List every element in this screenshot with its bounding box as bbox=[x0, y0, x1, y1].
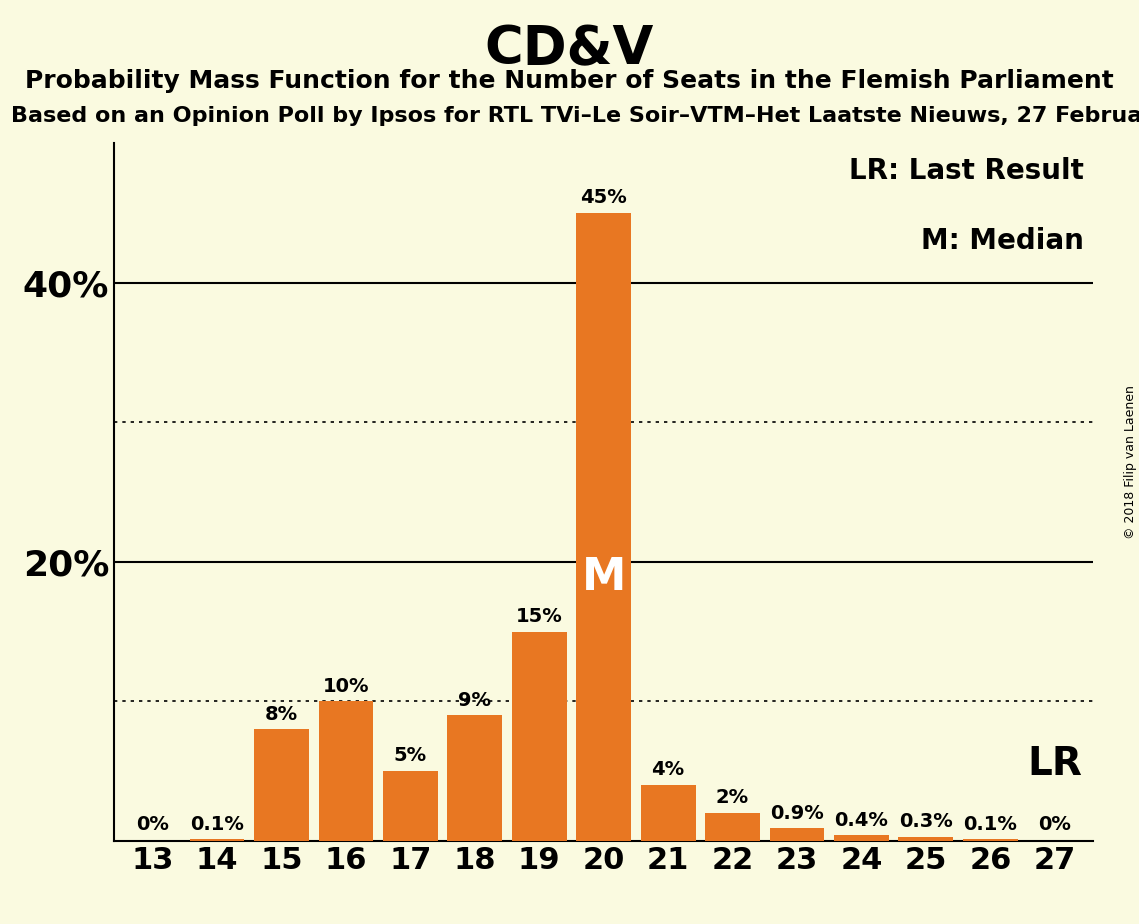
Bar bbox=[576, 213, 631, 841]
Text: 15%: 15% bbox=[516, 607, 563, 626]
Text: M: Median: M: Median bbox=[920, 227, 1083, 255]
Text: M: M bbox=[582, 555, 625, 599]
Text: 10%: 10% bbox=[322, 676, 369, 696]
Bar bbox=[511, 632, 566, 841]
Text: 0.9%: 0.9% bbox=[770, 804, 823, 822]
Text: CD&V: CD&V bbox=[485, 23, 654, 75]
Text: 9%: 9% bbox=[458, 690, 491, 710]
Bar bbox=[962, 839, 1018, 841]
Text: 2%: 2% bbox=[716, 788, 749, 808]
Bar bbox=[834, 835, 888, 841]
Text: 0%: 0% bbox=[1039, 815, 1071, 833]
Bar bbox=[641, 785, 696, 841]
Text: 0.1%: 0.1% bbox=[190, 815, 244, 833]
Text: 45%: 45% bbox=[580, 188, 628, 207]
Bar bbox=[899, 836, 953, 841]
Text: 0.1%: 0.1% bbox=[964, 815, 1017, 833]
Bar bbox=[383, 771, 437, 841]
Text: 4%: 4% bbox=[652, 760, 685, 780]
Bar bbox=[770, 828, 825, 841]
Bar bbox=[189, 839, 245, 841]
Text: Probability Mass Function for the Number of Seats in the Flemish Parliament: Probability Mass Function for the Number… bbox=[25, 69, 1114, 93]
Bar bbox=[448, 715, 502, 841]
Text: 8%: 8% bbox=[265, 705, 298, 723]
Text: 0.4%: 0.4% bbox=[835, 810, 888, 830]
Bar bbox=[705, 813, 760, 841]
Bar bbox=[254, 729, 309, 841]
Text: © 2018 Filip van Laenen: © 2018 Filip van Laenen bbox=[1124, 385, 1137, 539]
Text: LR: LR bbox=[1027, 745, 1082, 784]
Text: 0.3%: 0.3% bbox=[899, 812, 952, 831]
Bar bbox=[319, 701, 374, 841]
Text: LR: Last Result: LR: Last Result bbox=[849, 157, 1083, 185]
Text: 5%: 5% bbox=[394, 747, 427, 765]
Text: Based on an Opinion Poll by Ipsos for RTL TVi–Le Soir–VTM–Het Laatste Nieuws, 27: Based on an Opinion Poll by Ipsos for RT… bbox=[11, 106, 1139, 127]
Text: 0%: 0% bbox=[137, 815, 169, 833]
